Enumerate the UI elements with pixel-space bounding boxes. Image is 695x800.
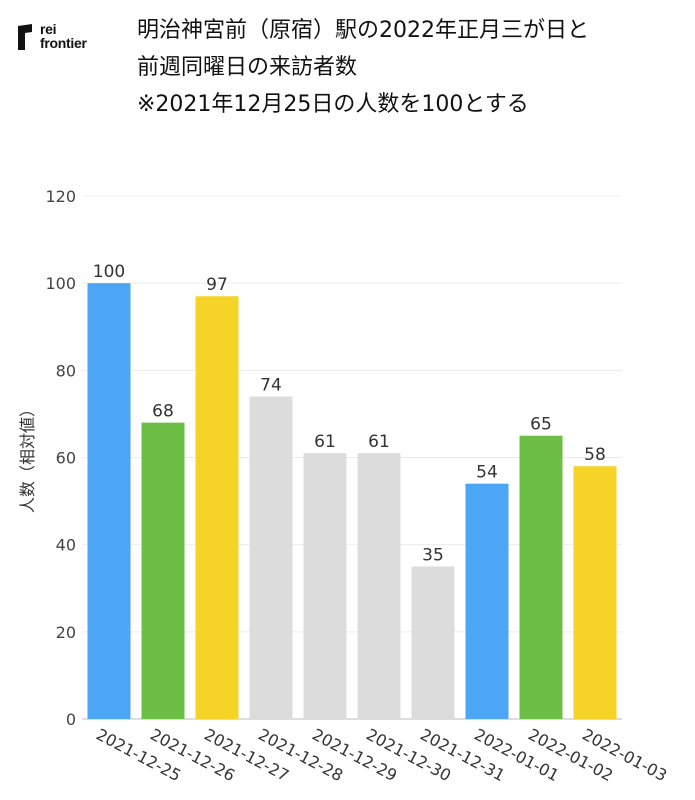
y-axis-label: 人数（相対値） (18, 401, 37, 513)
y-tick-label: 40 (56, 536, 76, 555)
logo-mark-icon (18, 24, 32, 50)
data-label: 65 (530, 415, 552, 435)
bar-2021-12-26 (141, 422, 185, 719)
chart-title: 明治神宮前（原宿）駅の2022年正月三が日と 前週同曜日の来訪者数 ※2021年… (137, 12, 687, 123)
bar-2021-12-31 (411, 566, 455, 719)
bar-2021-12-27 (195, 296, 239, 719)
data-label: 58 (584, 445, 606, 465)
data-label: 97 (206, 275, 228, 295)
bar-2022-01-01 (465, 483, 509, 719)
data-label: 68 (152, 402, 174, 422)
data-label: 74 (260, 375, 282, 395)
bar-2022-01-03 (573, 466, 617, 719)
bar-2021-12-28 (249, 396, 293, 719)
y-tick-label: 60 (56, 449, 76, 468)
data-label: 61 (314, 432, 336, 452)
rei-frontier-logo: rei frontier (18, 22, 118, 56)
bar-2022-01-02 (519, 435, 563, 719)
data-label: 35 (422, 545, 444, 565)
title-line-1: 明治神宮前（原宿）駅の2022年正月三が日と (137, 18, 589, 43)
y-tick-label: 80 (56, 361, 76, 380)
y-tick-label: 100 (45, 274, 76, 293)
title-line-3: ※2021年12月25日の人数を100とする (137, 92, 529, 117)
bar-2021-12-29 (303, 453, 347, 719)
logo-line-1: rei (40, 21, 57, 37)
title-line-2: 前週同曜日の来訪者数 (137, 55, 358, 80)
y-tick-label: 120 (45, 187, 76, 206)
logo-line-2: frontier (40, 35, 87, 51)
bar-2021-12-30 (357, 453, 401, 719)
data-label: 61 (368, 432, 390, 452)
y-tick-label: 0 (66, 710, 76, 729)
bar-2021-12-25 (87, 283, 131, 719)
logo-text: rei frontier (40, 22, 87, 50)
data-label: 100 (93, 262, 125, 282)
data-label: 54 (476, 463, 498, 483)
y-tick-label: 20 (56, 623, 76, 642)
